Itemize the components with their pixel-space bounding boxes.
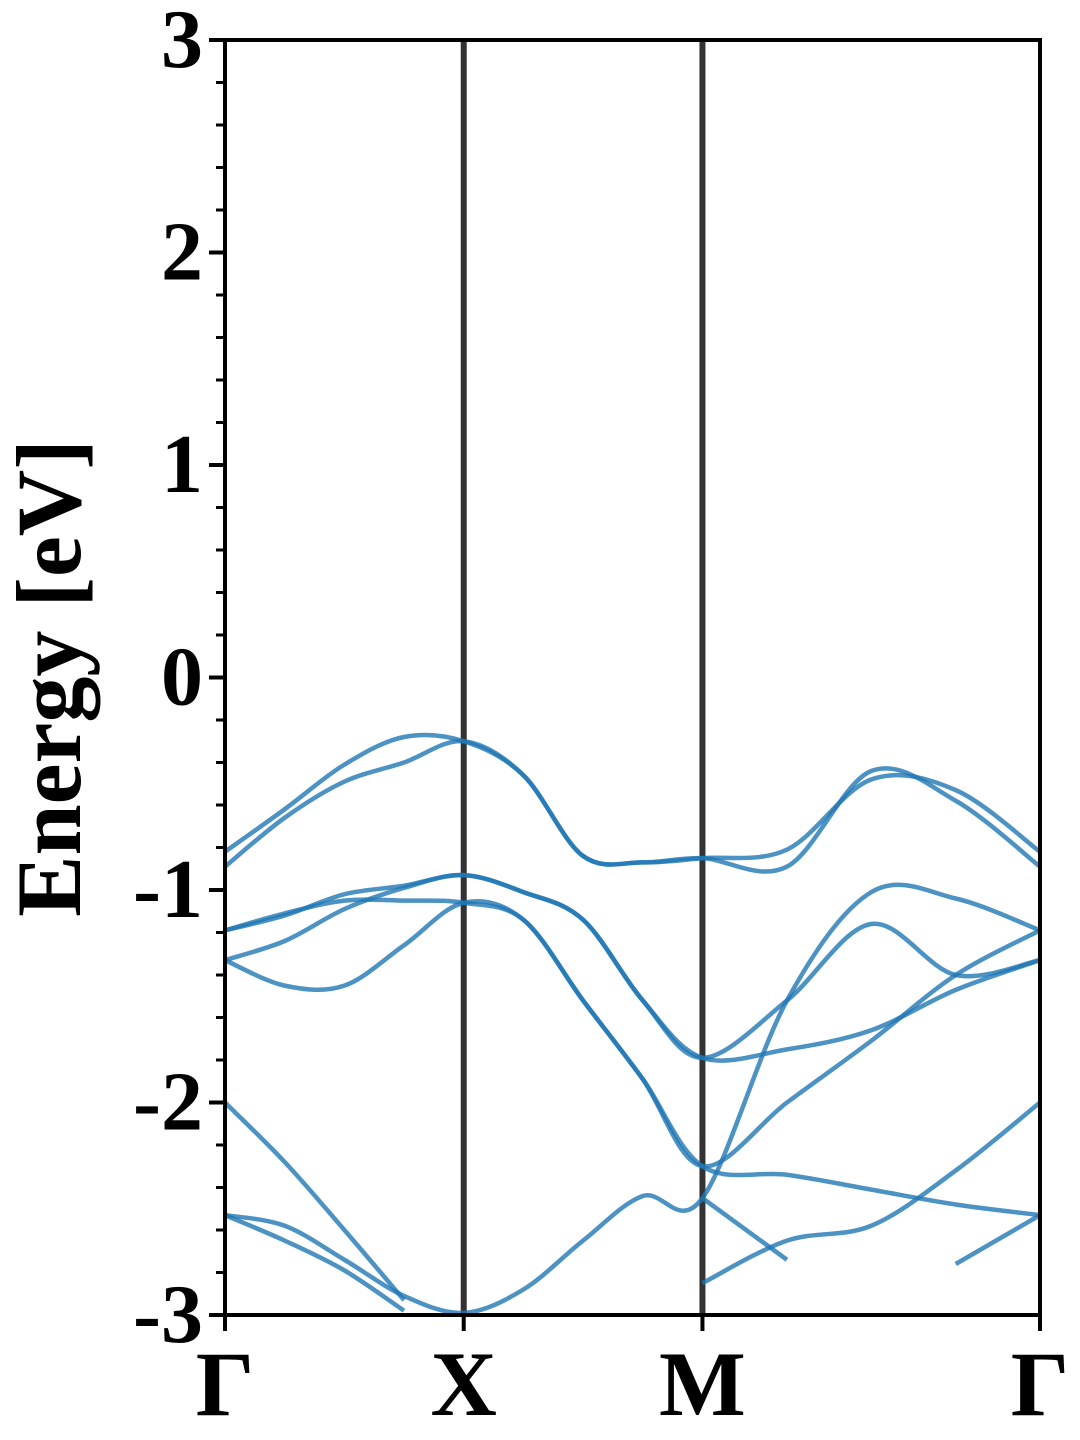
- y-tick-label: -3: [133, 1268, 203, 1361]
- y-tick-label: -1: [133, 843, 203, 936]
- band-line: [225, 738, 1040, 874]
- x-tick-label: Γ: [196, 1333, 255, 1435]
- band-line: [225, 897, 1040, 1169]
- plot-area: [225, 40, 1040, 1315]
- band-line: [225, 872, 1040, 1063]
- band-line: [225, 899, 1040, 1218]
- y-tick-label: 2: [161, 206, 203, 299]
- y-tick-label: -2: [133, 1056, 203, 1149]
- y-tick-label: 3: [161, 0, 203, 86]
- y-tick-label: 0: [161, 631, 203, 724]
- band-line: [225, 1100, 1040, 1302]
- x-tick-label: M: [659, 1333, 746, 1435]
- x-tick-label: Γ: [1011, 1333, 1070, 1435]
- band-line: [225, 732, 1040, 867]
- y-tick-label: 1: [161, 418, 203, 511]
- x-tick-label: X: [430, 1333, 496, 1435]
- band-line: [225, 872, 1040, 1061]
- band-line: [225, 882, 1040, 1315]
- plot-frame: [223, 38, 1042, 1317]
- y-axis-label: Energy [eV]: [0, 439, 100, 917]
- band-line: [225, 1100, 1040, 1313]
